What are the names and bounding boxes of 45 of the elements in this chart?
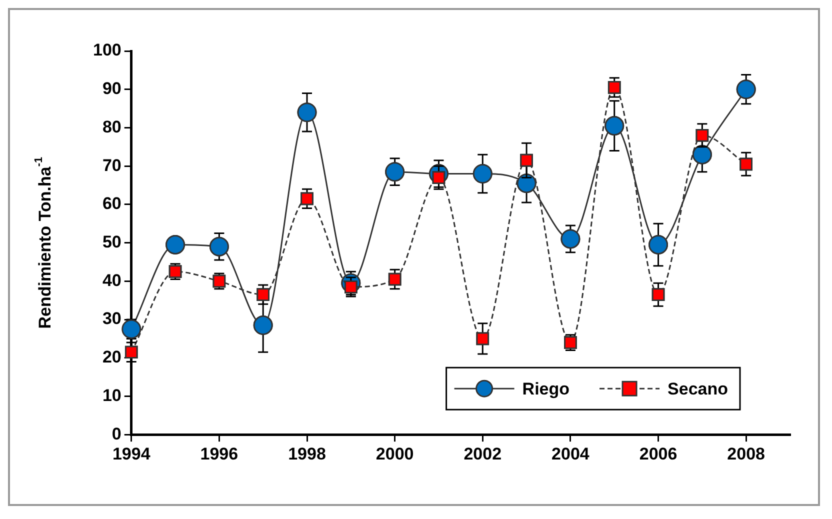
y-tick-label: 30 bbox=[102, 309, 122, 328]
point bbox=[608, 81, 621, 94]
point bbox=[560, 229, 580, 249]
y-tick-label: 50 bbox=[102, 232, 122, 252]
y-tick-label: 70 bbox=[102, 156, 122, 175]
point bbox=[166, 234, 186, 254]
x-tick-label: 1996 bbox=[200, 444, 238, 464]
x-tick-label: 1998 bbox=[288, 444, 326, 464]
point bbox=[256, 288, 270, 301]
point bbox=[740, 158, 752, 171]
point bbox=[516, 174, 536, 194]
x-tick-label: 2008 bbox=[727, 444, 766, 464]
point bbox=[696, 128, 709, 142]
point bbox=[736, 80, 756, 100]
x-tick-label: 2006 bbox=[639, 444, 678, 464]
point bbox=[300, 192, 314, 206]
y-tick-label: 20 bbox=[102, 348, 122, 367]
y-tick-label: 90 bbox=[102, 79, 122, 98]
point bbox=[122, 319, 142, 339]
x-tick-label: 2004 bbox=[552, 444, 590, 464]
x-tick-label: 1994 bbox=[112, 444, 151, 464]
y-tick-label: 10 bbox=[102, 386, 122, 405]
y-axis-title: Rendimiento Ton.ha-1 bbox=[33, 156, 55, 329]
point bbox=[388, 272, 402, 286]
y-tick-label: 80 bbox=[102, 117, 122, 136]
y-tick-label: 60 bbox=[102, 194, 122, 214]
point bbox=[253, 316, 273, 336]
point bbox=[209, 236, 229, 256]
point bbox=[692, 144, 712, 164]
legend-label: Secano bbox=[668, 379, 728, 398]
y-tick-label: 0 bbox=[112, 424, 122, 444]
y-tick-label: 100 bbox=[92, 40, 122, 60]
point bbox=[472, 164, 492, 184]
y-tick-label: 40 bbox=[102, 270, 122, 290]
point bbox=[604, 116, 624, 136]
point bbox=[652, 288, 665, 301]
point bbox=[476, 332, 490, 346]
x-tick-label: 2002 bbox=[464, 444, 502, 464]
point bbox=[297, 102, 317, 122]
x-tick-label: 2000 bbox=[376, 444, 414, 464]
point bbox=[124, 346, 138, 359]
legend-label: Riego bbox=[522, 379, 570, 398]
point bbox=[648, 234, 668, 254]
point bbox=[385, 162, 405, 182]
point bbox=[520, 154, 533, 167]
